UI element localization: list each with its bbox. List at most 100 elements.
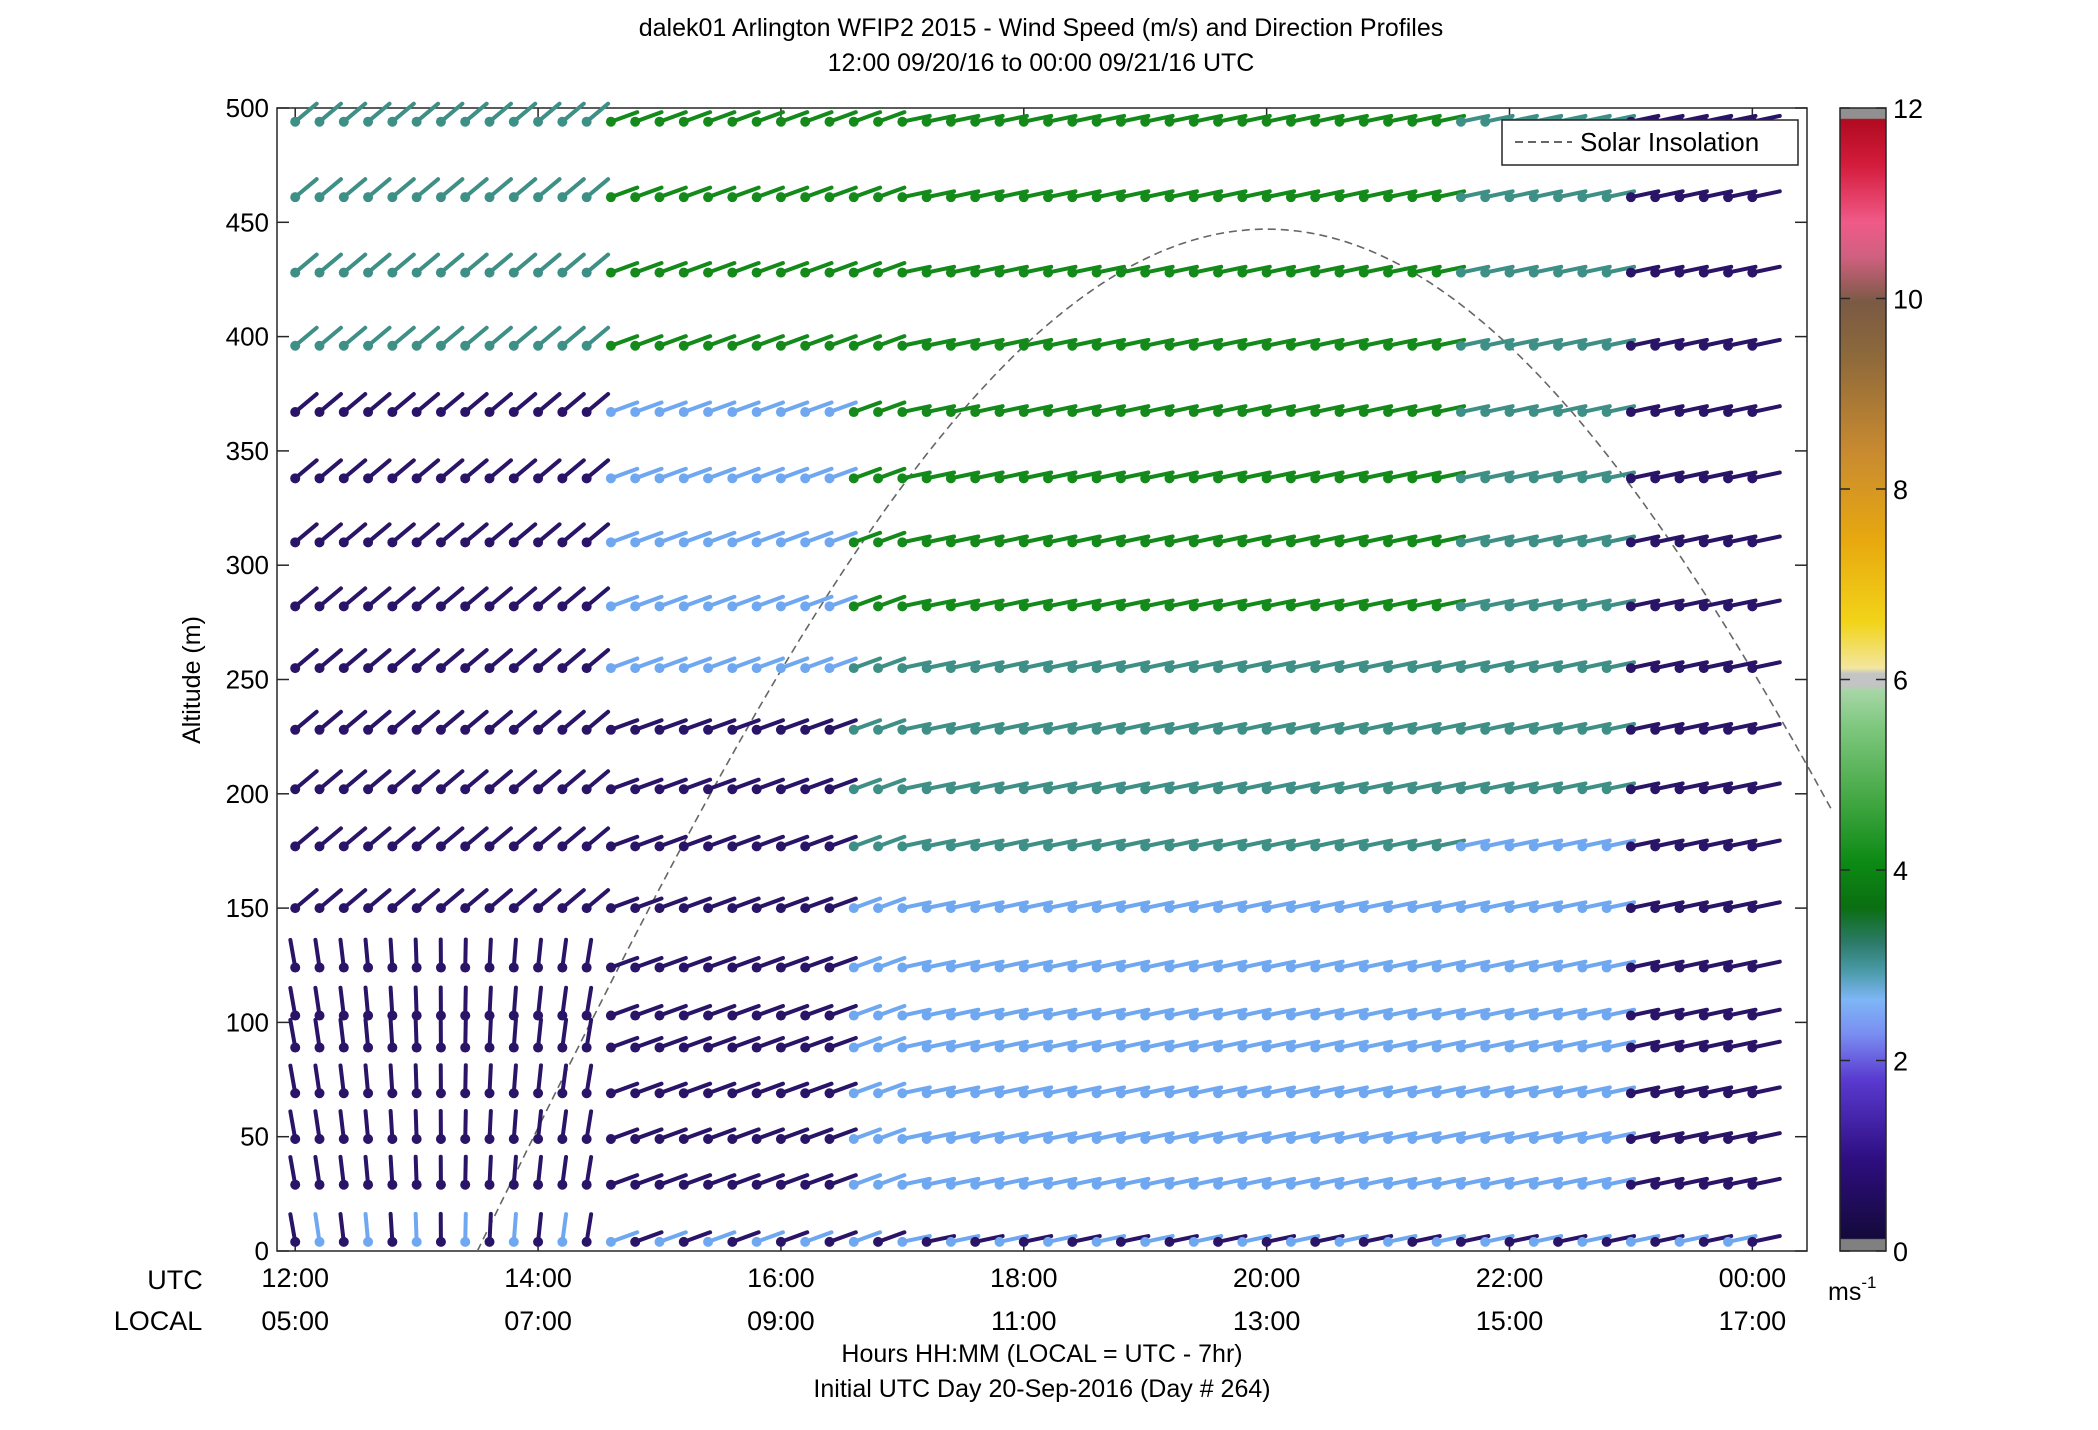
- wind-barb-dot: [1213, 841, 1223, 851]
- wind-barb-dot: [752, 841, 762, 851]
- wind-barb-dot: [873, 903, 883, 913]
- wind-barb-dot: [1237, 663, 1247, 673]
- wind-barb-dot: [436, 784, 446, 794]
- wind-barb-dot: [800, 601, 810, 611]
- wind-barb-dot: [800, 192, 810, 202]
- wind-barb-dot: [363, 1043, 373, 1053]
- wind-barb-dot: [582, 963, 592, 973]
- wind-barb-dot: [1675, 963, 1685, 973]
- wind-barb-dot: [849, 1043, 859, 1053]
- wind-barb-dot: [387, 903, 397, 913]
- wind-barb-dot: [533, 1237, 543, 1247]
- wind-barb-dot: [1067, 1180, 1077, 1190]
- wind-barb-dot: [290, 663, 300, 673]
- wind-barb-dot: [1505, 192, 1515, 202]
- wind-barb-dot: [679, 963, 689, 973]
- wind-barb-dot: [970, 407, 980, 417]
- wind-barb-dot: [1092, 1043, 1102, 1053]
- wind-barb-dot: [776, 784, 786, 794]
- wind-barb-dot: [1626, 601, 1636, 611]
- wind-barb-dot: [1359, 1043, 1369, 1053]
- wind-barb-dot: [1626, 841, 1636, 851]
- wind-barb-dot: [363, 407, 373, 417]
- wind-barb-dot: [1650, 1134, 1660, 1144]
- wind-barb-dot: [1383, 963, 1393, 973]
- wind-barb-dot: [1383, 473, 1393, 483]
- wind-barb-dot: [1237, 537, 1247, 547]
- wind-barb-dot: [1019, 725, 1029, 735]
- wind-barb-dot: [1626, 341, 1636, 351]
- wind-barb-dot: [485, 841, 495, 851]
- wind-barb-dot: [1165, 192, 1175, 202]
- wind-barb-dot: [849, 473, 859, 483]
- wind-barb-dot: [1626, 1088, 1636, 1098]
- wind-barb-dot: [1407, 192, 1417, 202]
- wind-barb-dot: [1553, 341, 1563, 351]
- wind-barb-dot: [339, 963, 349, 973]
- wind-barb-dot: [1237, 1237, 1247, 1247]
- wind-barb-dot: [776, 268, 786, 278]
- wind-barb-dot: [1262, 192, 1272, 202]
- wind-barb-dot: [922, 1088, 932, 1098]
- wind-barb-dot: [1553, 1011, 1563, 1021]
- wind-barb-dot: [339, 268, 349, 278]
- wind-barb-dot: [1577, 725, 1587, 735]
- wind-barb-dot: [582, 725, 592, 735]
- wind-barb-dot: [946, 784, 956, 794]
- wind-barb-dot: [1480, 473, 1490, 483]
- wind-barb-dot: [1262, 1043, 1272, 1053]
- wind-barb-dot: [679, 903, 689, 913]
- wind-barb-dot: [825, 784, 835, 794]
- wind-barb-dot: [970, 841, 980, 851]
- wind-barb-dot: [1602, 841, 1612, 851]
- wind-barb-dot: [1675, 1134, 1685, 1144]
- wind-barb-dot: [557, 407, 567, 417]
- x-tick-label-utc: 00:00: [1719, 1263, 1787, 1293]
- x-tick-label-local: 09:00: [747, 1306, 815, 1336]
- wind-barb-dot: [1529, 1237, 1539, 1247]
- wind-barb-dot: [897, 784, 907, 794]
- wind-barb-dot: [752, 1088, 762, 1098]
- wind-barb-dot: [509, 1237, 519, 1247]
- wind-barb-dot: [1237, 1180, 1247, 1190]
- wind-barb-dot: [582, 784, 592, 794]
- wind-barb-dot: [897, 1180, 907, 1190]
- wind-barb-dot: [1553, 963, 1563, 973]
- colorbar-unit-label: ms-1: [1828, 1273, 1876, 1306]
- wind-barb-dot: [727, 341, 737, 351]
- wind-barb-dot: [1140, 268, 1150, 278]
- wind-barb-dot: [1237, 1043, 1247, 1053]
- wind-barb-dot: [1262, 341, 1272, 351]
- wind-barb-dot: [1359, 903, 1369, 913]
- wind-barb-dot: [509, 784, 519, 794]
- x-tick-label-local: 13:00: [1233, 1306, 1301, 1336]
- wind-barb-dot: [387, 192, 397, 202]
- wind-barb-dot: [922, 117, 932, 127]
- wind-barb-dot: [387, 268, 397, 278]
- wind-barb-dot: [1553, 1237, 1563, 1247]
- wind-barb-dot: [339, 407, 349, 417]
- wind-barb-dot: [873, 1180, 883, 1190]
- wind-barb-dot: [557, 1180, 567, 1190]
- wind-barb-dot: [582, 1011, 592, 1021]
- wind-barb-dot: [436, 341, 446, 351]
- wind-barb-dot: [873, 192, 883, 202]
- wind-barb-dot: [873, 725, 883, 735]
- wind-barb-dot: [1505, 663, 1515, 673]
- wind-barb-dot: [485, 1011, 495, 1021]
- wind-barb-dot: [339, 473, 349, 483]
- wind-barb-dot: [1116, 601, 1126, 611]
- wind-barb-dot: [1043, 1088, 1053, 1098]
- wind-barb-dot: [679, 473, 689, 483]
- wind-barb-dot: [1626, 192, 1636, 202]
- wind-barb-dot: [1067, 473, 1077, 483]
- wind-barb-dot: [1237, 407, 1247, 417]
- wind-barb-dot: [1189, 407, 1199, 417]
- wind-barb-dot: [1407, 1088, 1417, 1098]
- wind-barb-dot: [1602, 1237, 1612, 1247]
- wind-barb-dot: [849, 1134, 859, 1144]
- wind-barb-dot: [1310, 192, 1320, 202]
- wind-barb-dot: [1310, 1043, 1320, 1053]
- wind-barb-dot: [1043, 601, 1053, 611]
- wind-barb-dot: [1359, 341, 1369, 351]
